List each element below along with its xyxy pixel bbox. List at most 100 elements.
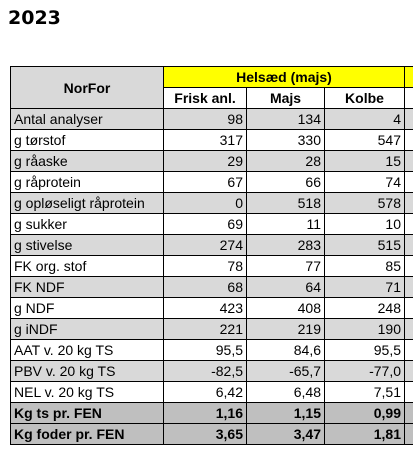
row-value: 77 [246, 255, 325, 277]
row-value: 6,42 [163, 381, 247, 403]
row-value: 515 [324, 234, 405, 256]
row-value: 274 [163, 234, 247, 256]
table-row: g tørstof 317 330 547 [10, 129, 413, 151]
row-overflow-cell [404, 129, 413, 151]
row-label: PBV v. 20 kg TS [10, 360, 164, 382]
row-value: 69 [163, 213, 247, 235]
row-overflow-cell [404, 213, 413, 235]
row-value: 67 [163, 171, 247, 193]
row-value: 3,47 [246, 423, 325, 445]
row-overflow-cell [404, 423, 413, 445]
row-value: -65,7 [246, 360, 325, 382]
row-value: 423 [163, 297, 247, 319]
column-header-majs: Majs [246, 87, 325, 109]
row-value: 219 [246, 318, 325, 340]
table-row: Antal analyser 98 134 4 [10, 108, 413, 130]
table-row: g stivelse 274 283 515 [10, 234, 413, 256]
row-value: 0 [163, 192, 247, 214]
group-header-overflow [404, 66, 413, 88]
row-overflow-cell [404, 255, 413, 277]
feed-analysis-table: NorFor Helsæd (majs) Frisk anl. Majs Kol… [10, 66, 413, 445]
row-label: Kg ts pr. FEN [10, 402, 164, 424]
row-label: g råprotein [10, 171, 164, 193]
row-value: 74 [324, 171, 405, 193]
table-header-row-2: Frisk anl. Majs Kolbe [11, 87, 413, 109]
table-row: g råaske 29 28 15 [10, 150, 413, 172]
table-row: Kg foder pr. FEN 3,65 3,47 1,81 [10, 423, 413, 445]
row-value: 95,5 [324, 339, 405, 361]
row-overflow-cell [404, 150, 413, 172]
table-row: PBV v. 20 kg TS -82,5 -65,7 -77,0 [10, 360, 413, 382]
table-row: g råprotein 67 66 74 [10, 171, 413, 193]
table-row: g NDF 423 408 248 [10, 297, 413, 319]
row-value: 71 [324, 276, 405, 298]
row-value: 29 [163, 150, 247, 172]
row-label: FK NDF [10, 276, 164, 298]
row-value: 330 [246, 129, 325, 151]
row-label: g iNDF [10, 318, 164, 340]
row-value: 68 [163, 276, 247, 298]
table-row: g iNDF 221 219 190 [10, 318, 413, 340]
row-overflow-cell [404, 171, 413, 193]
row-overflow-cell [404, 360, 413, 382]
row-label: g sukker [10, 213, 164, 235]
row-value: 1,81 [324, 423, 405, 445]
table-row: FK org. stof 78 77 85 [10, 255, 413, 277]
row-overflow-cell [404, 297, 413, 319]
row-overflow-cell [404, 276, 413, 298]
group-header: Helsæd (majs) [163, 66, 405, 88]
row-value: 0,99 [324, 402, 405, 424]
column-header-frisk: Frisk anl. [163, 87, 247, 109]
row-value: -77,0 [324, 360, 405, 382]
row-value: 66 [246, 171, 325, 193]
row-value: 578 [324, 192, 405, 214]
row-label: g NDF [10, 297, 164, 319]
row-label: FK org. stof [10, 255, 164, 277]
table-header-row-1: NorFor Helsæd (majs) [10, 66, 413, 109]
table-row: g sukker 69 11 10 [10, 213, 413, 235]
row-overflow-cell [404, 192, 413, 214]
row-overflow-cell [404, 108, 413, 130]
column-header-overflow [404, 87, 413, 109]
row-value: 7,51 [324, 381, 405, 403]
row-value: 64 [246, 276, 325, 298]
row-value: 190 [324, 318, 405, 340]
row-value: 15 [324, 150, 405, 172]
row-overflow-cell [404, 318, 413, 340]
row-value: 3,65 [163, 423, 247, 445]
row-label: Antal analyser [10, 108, 164, 130]
column-header-kolbe: Kolbe [324, 87, 405, 109]
row-value: 134 [246, 108, 325, 130]
table-row: Kg ts pr. FEN 1,16 1,15 0,99 [10, 402, 413, 424]
row-value: 78 [163, 255, 247, 277]
row-overflow-cell [404, 402, 413, 424]
row-value: 317 [163, 129, 247, 151]
row-overflow-cell [404, 381, 413, 403]
row-value: 221 [163, 318, 247, 340]
row-value: 28 [246, 150, 325, 172]
row-value: 408 [246, 297, 325, 319]
page-title: 2023 [8, 7, 61, 29]
row-label: g råaske [10, 150, 164, 172]
row-value: 95,5 [163, 339, 247, 361]
row-label: AAT v. 20 kg TS [10, 339, 164, 361]
row-value: 248 [324, 297, 405, 319]
row-value: 547 [324, 129, 405, 151]
table-row: FK NDF 68 64 71 [10, 276, 413, 298]
row-value: -82,5 [163, 360, 247, 382]
row-value: 98 [163, 108, 247, 130]
row-label: g opløseligt råprotein [10, 192, 164, 214]
row-value: 84,6 [246, 339, 325, 361]
table-row: g opløseligt råprotein 0 518 578 [10, 192, 413, 214]
row-value: 4 [324, 108, 405, 130]
corner-label: NorFor [10, 66, 164, 109]
row-value: 518 [246, 192, 325, 214]
row-value: 85 [324, 255, 405, 277]
row-label: g tørstof [10, 129, 164, 151]
row-value: 6,48 [246, 381, 325, 403]
row-label: Kg foder pr. FEN [10, 423, 164, 445]
table-row: NEL v. 20 kg TS 6,42 6,48 7,51 [10, 381, 413, 403]
row-value: 11 [246, 213, 325, 235]
row-value: 10 [324, 213, 405, 235]
row-value: 283 [246, 234, 325, 256]
